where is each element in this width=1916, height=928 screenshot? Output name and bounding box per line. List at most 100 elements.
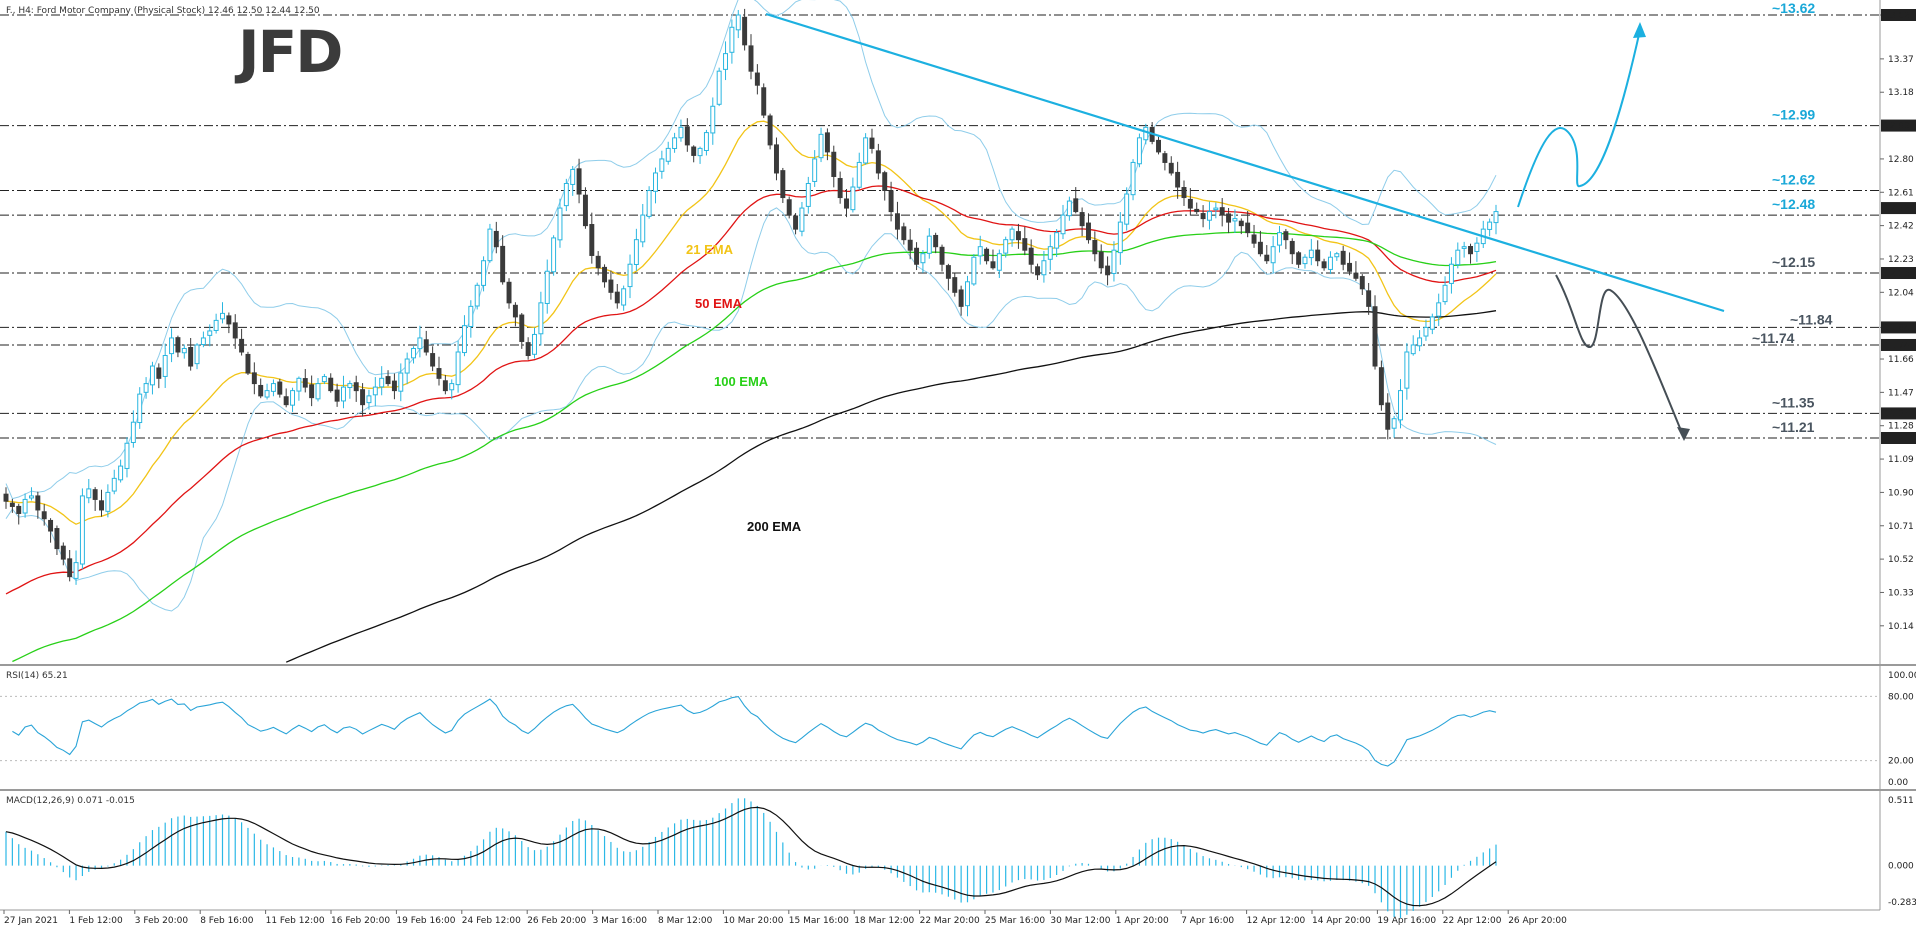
candle-body [984,248,990,262]
candle [1200,205,1206,228]
candle [773,137,779,181]
candle-body [264,390,270,398]
candle-body [1372,306,1378,367]
y-tick-label: 12.80 [1888,155,1914,165]
candle [1391,415,1397,438]
candle-body [162,355,168,377]
candle-body [844,198,849,209]
candle [570,166,576,196]
candle [576,158,582,204]
candle [481,256,487,292]
candle [525,337,531,360]
candle-body [1410,344,1416,355]
candle [844,189,849,218]
candle [958,285,964,316]
candle-body [290,390,296,406]
candle [837,171,843,204]
candle [659,150,665,179]
candle [1347,252,1353,276]
candle [328,373,334,393]
candle [124,437,130,478]
candle [1315,240,1321,267]
candles [3,8,1499,585]
candle [710,97,716,145]
candle-body [894,213,900,230]
candle [137,387,143,429]
x-tick-label: 14 Apr 20:00 [1312,916,1371,926]
candle [563,178,569,212]
candle [270,379,276,397]
candle [824,128,830,161]
ema-label: 200 EMA [747,519,802,534]
candle-body [105,491,111,512]
candle [990,249,996,270]
x-tick-label: 26 Feb 20:00 [527,916,586,926]
candle [175,335,181,358]
candle-body [1398,390,1403,421]
x-tick-label: 1 Feb 12:00 [69,916,123,926]
candle-body [1461,246,1467,249]
candle [48,518,54,543]
candle-body [1238,220,1244,227]
candle-body [684,126,690,146]
candle-body [1277,232,1282,246]
candle-body [270,383,276,392]
candle-body [1334,253,1340,258]
candle-body [309,384,315,399]
bollinger-lower [5,207,1497,612]
candle-body [449,383,455,391]
candle-body [869,137,875,149]
candle [277,378,283,398]
candle [1321,258,1327,271]
candle [748,34,754,80]
x-tick-label: 16 Feb 20:00 [331,916,390,926]
candle [302,369,308,393]
candle [379,366,385,396]
candle-body [589,224,595,256]
candle [754,64,760,95]
candle-body [958,289,964,307]
price-tag: 11.84 [1884,323,1910,333]
candle [1257,230,1263,257]
candle [347,380,353,399]
candle-body [977,246,983,257]
candle-body [773,144,779,174]
candle [1353,261,1359,281]
candle-body [653,172,658,192]
candle-body [1468,245,1474,255]
candle-body [423,339,429,353]
y-tick-label: 12.04 [1888,288,1914,298]
x-tick-label: 10 Mar 20:00 [723,916,783,926]
candle [729,19,735,64]
candle-body [1251,234,1257,244]
candle-body [1200,213,1206,220]
candle [404,352,410,385]
candle [111,469,117,495]
rsi-tick-label: 20.00 [1888,757,1914,767]
candle [1143,123,1149,145]
candle [1283,228,1289,250]
candle-body [296,377,302,392]
candle-body [742,16,748,46]
candle-body [111,477,117,492]
bearish-arrowhead [1677,427,1690,441]
candle-body [576,168,582,195]
candle [251,362,257,395]
candle-body [914,247,920,265]
candle-body [990,261,996,269]
price-tag-bg [1881,9,1916,21]
candle-body [1124,193,1130,225]
candle [875,143,881,180]
candle-body [659,158,665,172]
candle [16,503,22,525]
candle-body [1041,260,1047,276]
candle [372,377,378,407]
candle [1448,257,1454,294]
candle [1245,210,1251,238]
candle [1289,238,1295,265]
candle [888,181,894,222]
candle [926,228,932,259]
candle [1073,187,1079,214]
